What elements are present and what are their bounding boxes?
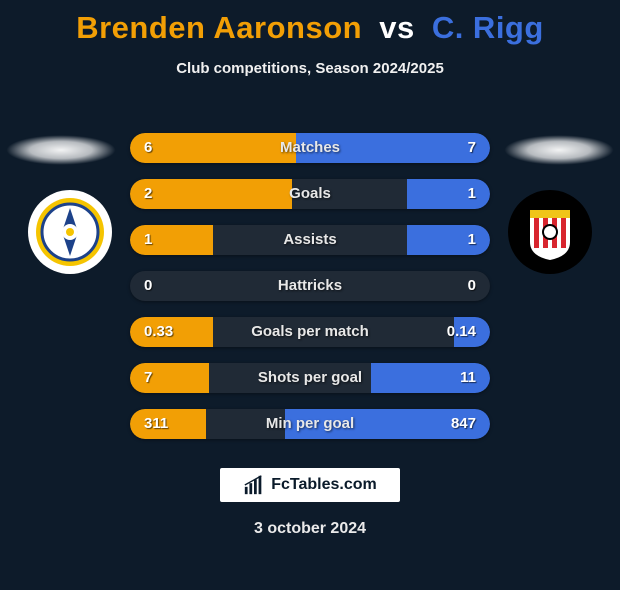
stat-label: Matches (130, 133, 490, 163)
date-text: 3 october 2024 (0, 520, 620, 538)
fctables-logo: FcTables.com (220, 468, 400, 502)
stat-value-left: 311 (130, 409, 182, 439)
stat-row: Goals per match0.330.14 (130, 317, 490, 347)
player1-shadow (6, 135, 116, 165)
stat-value-left: 6 (130, 133, 166, 163)
stat-value-left: 2 (130, 179, 166, 209)
stat-value-left: 7 (130, 363, 166, 393)
stat-value-right: 0.14 (433, 317, 490, 347)
stat-row: Hattricks0 0 (130, 271, 490, 301)
player2-club-badge (508, 190, 592, 274)
stat-value-right: 847 (437, 409, 490, 439)
stat-label: Assists (130, 225, 490, 255)
stat-label: Goals (130, 179, 490, 209)
stat-value-right: 11 (446, 363, 490, 393)
stat-label: Shots per goal (130, 363, 490, 393)
subtitle: Club competitions, Season 2024/2025 (0, 60, 620, 77)
player1-name: Brenden Aaronson (76, 10, 362, 45)
player2-shadow (504, 135, 614, 165)
stat-value-left: 0 (130, 271, 166, 301)
stat-value-right: 1 (454, 225, 490, 255)
stat-row: Assists1 1 (130, 225, 490, 255)
vs-text: vs (379, 10, 414, 45)
stat-value-right: 0 (454, 271, 490, 301)
stat-value-left: 0.33 (130, 317, 187, 347)
player1-club-badge (28, 190, 112, 274)
stat-value-right: 7 (454, 133, 490, 163)
player2-name: C. Rigg (432, 10, 544, 45)
stat-row: Min per goal311847 (130, 409, 490, 439)
stat-row: Goals2 1 (130, 179, 490, 209)
comparison-title: Brenden Aaronson vs C. Rigg (0, 10, 620, 46)
stat-value-right: 1 (454, 179, 490, 209)
stats-container: Matches67Goals21Assists11Hattricks00Goal… (130, 133, 490, 455)
stat-value-left: 1 (130, 225, 166, 255)
stat-row: Shots per goal7 11 (130, 363, 490, 393)
brand-text: FcTables.com (271, 476, 377, 494)
stat-row: Matches6 7 (130, 133, 490, 163)
chart-icon (243, 474, 265, 496)
stat-label: Hattricks (130, 271, 490, 301)
